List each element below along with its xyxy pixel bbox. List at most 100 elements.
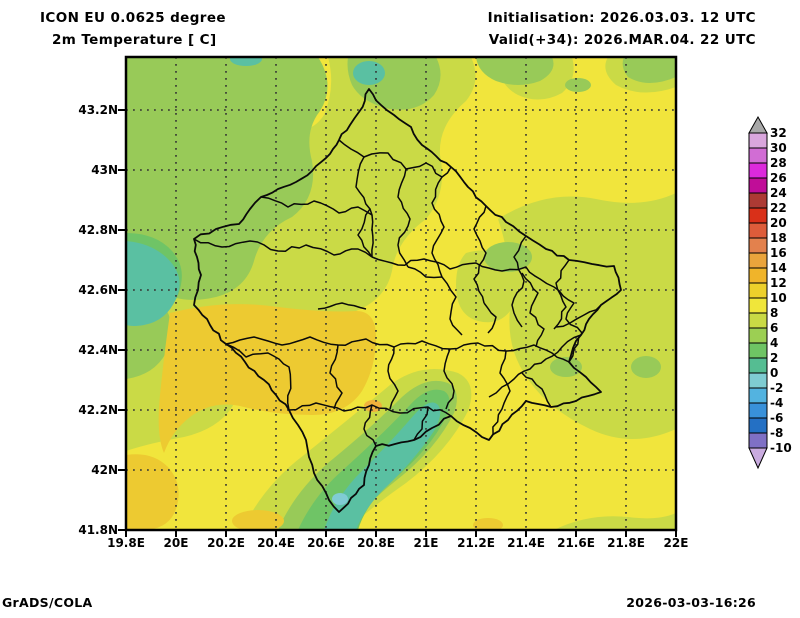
lon-label: 22E [663,536,689,550]
municipality-border-line [488,334,582,398]
municipality-border-line [511,235,527,328]
colorbar-label: -4 [770,396,784,410]
colorbar-label: 2 [770,351,779,365]
colorbar-box [748,222,768,239]
field-region-green [484,242,532,272]
field-region-teal [324,402,441,530]
colorbar-label: 30 [770,141,787,155]
municipality-border-line [371,256,555,288]
lat-label: 41.8N [78,523,118,537]
colorbar-arrow-top [748,115,768,134]
colorbar-box [748,402,768,419]
colorbar-label: 16 [770,246,787,260]
field-region-gold [232,510,284,530]
lat-label: 42.6N [78,283,118,297]
municipality-border-line [317,302,367,310]
municipality-border-line [473,205,487,304]
field-region-gold [126,454,179,530]
colorbar-box [748,432,768,449]
municipality-border-line [431,176,445,278]
lon-label: 21.2E [457,536,495,550]
municipality-border-line [553,259,570,330]
municipality-border-line [441,276,463,336]
creation-timestamp: 2026-03-03-16:26 [626,595,756,610]
colorbar-label: 22 [770,201,787,215]
colorbar-box [748,207,768,224]
colorbar-label: 0 [770,366,779,380]
municipality-border-line [521,372,552,408]
municipality-border-line [488,350,511,441]
plot-title: ICON EU 0.0625 degree 2m Temperature [ C… [40,7,226,51]
colorbar-box [748,192,768,209]
lon-label: 20.6E [307,536,345,550]
lon-label: 20.2E [207,536,245,550]
municipality-border-line [193,238,373,258]
colorbar-box [748,282,768,299]
municipality-border-line [225,343,292,411]
colorbar-box [748,387,768,404]
colorbar-box [748,162,768,179]
map-plot [118,55,678,537]
field-region-gold [473,518,503,530]
temperature-field [126,57,676,530]
colorbar-arrow-bottom [748,447,768,470]
lon-label: 20.4E [257,536,295,550]
colorbar-label: 10 [770,291,787,305]
field-region-green [631,356,661,378]
colorbar-label: -6 [770,411,784,425]
municipality-border-line [413,406,429,441]
colorbar-box [748,312,768,329]
colorbar-box [748,372,768,389]
colorbar-box [748,417,768,434]
colorbar-label: 32 [770,126,787,140]
field-region-teal [230,57,262,66]
colorbar [748,115,768,470]
colorbar-label: 8 [770,306,779,320]
municipality-border-line [225,336,570,363]
municipality-border-line [387,346,399,410]
municipality-border-line [363,404,377,447]
run-info: Initialisation: 2026.03.03. 12 UTC Valid… [488,7,756,51]
field-region-green [565,78,591,92]
municipality-border-line [329,344,343,410]
colorbar-label: 26 [770,171,787,185]
lat-label: 42N [91,463,118,477]
lon-label: 21.8E [607,536,645,550]
municipality-border-line [407,266,443,279]
colorbar-label: 24 [770,186,787,200]
grads-credit: GrADS/COLA [2,595,93,610]
colorbar-label: -10 [770,441,792,455]
initialisation-time: Initialisation: 2026.03.03. 12 UTC [487,10,756,26]
colorbar-box [748,147,768,164]
colorbar-label: 28 [770,156,787,170]
municipality-border-line [338,139,452,178]
field-region-green [550,357,582,377]
municipality-border-line [553,286,583,363]
municipality-border-line [521,272,545,348]
colorbar-box [748,357,768,374]
model-name: ICON EU 0.0625 degree [40,10,226,26]
municipality-border-line [443,348,455,410]
colorbar-box [748,267,768,284]
colorbar-label: 12 [770,276,787,290]
municipality-border-line [555,304,602,328]
lat-lon-gridlines [126,57,676,530]
field-region-teal [353,61,385,85]
colorbar-box [748,237,768,254]
colorbar-box [748,297,768,314]
municipality-boundaries [193,88,622,513]
lat-label: 43.2N [78,103,118,117]
lat-label: 42.2N [78,403,118,417]
lon-label: 20.8E [357,536,395,550]
colorbar-label: 18 [770,231,787,245]
field-region-yellowgreen [554,513,676,530]
colorbar-label: 6 [770,321,779,335]
colorbar-box [748,177,768,194]
lon-label: 20E [163,536,189,550]
municipality-border-line [371,214,374,258]
lon-label: 21.6E [557,536,595,550]
field-region-green [476,57,554,85]
colorbar-box [748,132,768,149]
municipality-border-line [260,196,373,216]
